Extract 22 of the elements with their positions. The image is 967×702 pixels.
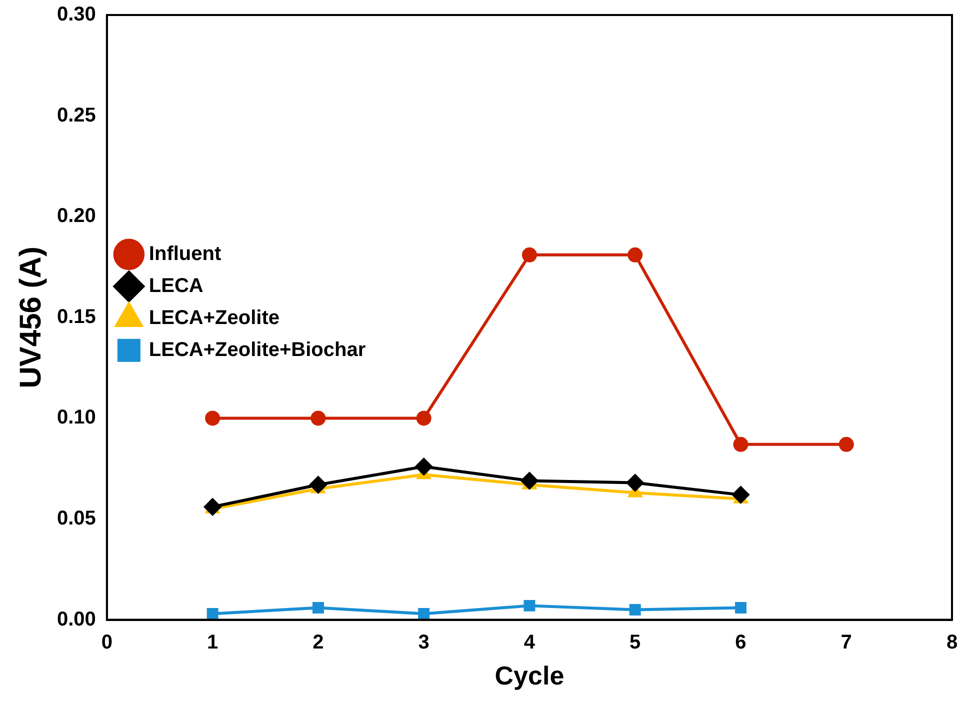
legend-label: LECA xyxy=(148,274,204,297)
legend-label: LECA+Zeolite+Biochar xyxy=(148,338,366,361)
y-tick-label: 0.05 xyxy=(56,508,96,530)
y-tick-label: 0.10 xyxy=(56,406,96,429)
y-tick-label: 0.30 xyxy=(56,4,96,26)
y-tick-label: 0.25 xyxy=(56,104,96,126)
x-tick-label: 7 xyxy=(840,631,852,654)
y-tick-label: 0.15 xyxy=(56,306,96,328)
x-tick-label: 2 xyxy=(312,631,324,654)
legend-label: Influent xyxy=(148,242,222,265)
x-tick-label: 3 xyxy=(418,631,430,654)
y-tick-label: 0.00 xyxy=(56,608,96,630)
x-tick-label: 1 xyxy=(207,631,218,654)
x-tick-label: 4 xyxy=(524,631,536,654)
legend-label: LECA+Zeolite xyxy=(148,306,280,329)
y-tick-label: 0.20 xyxy=(56,205,96,228)
x-tick-label: 8 xyxy=(946,631,958,654)
x-axis-title: Cycle xyxy=(494,660,564,691)
x-tick-label: 5 xyxy=(630,631,641,654)
x-tick-label: 6 xyxy=(735,631,746,654)
y-axis-title: UV456 (A) xyxy=(14,246,48,388)
x-tick-label: 0 xyxy=(101,631,112,654)
